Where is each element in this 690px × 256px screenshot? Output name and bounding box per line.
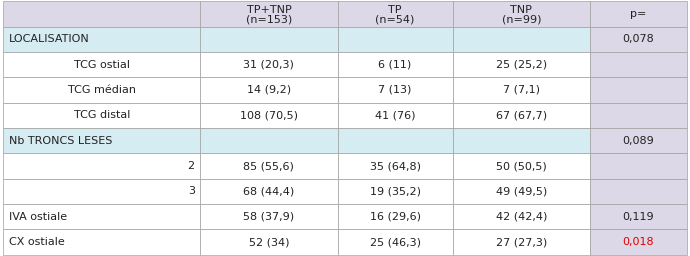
Bar	[200, 1, 337, 27]
Bar	[590, 204, 687, 229]
Bar	[337, 153, 453, 179]
Bar	[337, 77, 453, 103]
Text: 85 (55,6): 85 (55,6)	[244, 161, 295, 171]
Text: 25 (46,3): 25 (46,3)	[370, 237, 421, 247]
Text: TNP: TNP	[511, 5, 532, 15]
Bar	[200, 103, 337, 128]
Bar	[337, 27, 453, 52]
Bar	[337, 204, 453, 229]
Bar	[200, 153, 337, 179]
Text: 14 (9,2): 14 (9,2)	[247, 85, 291, 95]
Bar	[3, 204, 200, 229]
Text: 0,089: 0,089	[622, 136, 654, 146]
Bar	[3, 27, 200, 52]
Bar	[337, 179, 453, 204]
Text: 19 (35,2): 19 (35,2)	[370, 186, 421, 196]
Text: TCG distal: TCG distal	[74, 110, 130, 120]
Text: 3: 3	[188, 186, 195, 196]
Text: 68 (44,4): 68 (44,4)	[244, 186, 295, 196]
Text: (n=99): (n=99)	[502, 14, 541, 24]
Bar	[200, 204, 337, 229]
Text: 0,018: 0,018	[622, 237, 654, 247]
Bar	[337, 229, 453, 255]
Bar	[590, 1, 687, 27]
Text: IVA ostiale: IVA ostiale	[9, 212, 67, 222]
Text: 0,078: 0,078	[622, 34, 654, 44]
Text: 25 (25,2): 25 (25,2)	[496, 60, 547, 70]
Text: 16 (29,6): 16 (29,6)	[370, 212, 421, 222]
Bar	[200, 128, 337, 153]
Text: 35 (64,8): 35 (64,8)	[370, 161, 421, 171]
Bar	[590, 229, 687, 255]
Text: 7 (13): 7 (13)	[378, 85, 412, 95]
Bar	[200, 229, 337, 255]
Bar	[453, 52, 590, 77]
Text: TCG médian: TCG médian	[68, 85, 136, 95]
Bar	[453, 153, 590, 179]
Bar	[3, 52, 200, 77]
Text: 52 (34): 52 (34)	[248, 237, 289, 247]
Bar	[200, 179, 337, 204]
Text: 67 (67,7): 67 (67,7)	[496, 110, 547, 120]
Text: 2: 2	[188, 161, 195, 171]
Bar	[590, 52, 687, 77]
Bar	[3, 103, 200, 128]
Bar	[3, 1, 200, 27]
Text: 50 (50,5): 50 (50,5)	[496, 161, 546, 171]
Bar	[337, 128, 453, 153]
Bar	[590, 103, 687, 128]
Text: 0,119: 0,119	[622, 212, 654, 222]
Bar	[453, 77, 590, 103]
Bar	[3, 179, 200, 204]
Bar	[3, 77, 200, 103]
Bar	[337, 52, 453, 77]
Bar	[590, 179, 687, 204]
Text: LOCALISATION: LOCALISATION	[9, 34, 90, 44]
Bar	[200, 27, 337, 52]
Bar	[453, 27, 590, 52]
Bar	[590, 77, 687, 103]
Text: 6 (11): 6 (11)	[379, 60, 412, 70]
Bar	[3, 153, 200, 179]
Text: (n=153): (n=153)	[246, 14, 292, 24]
Text: CX ostiale: CX ostiale	[9, 237, 65, 247]
Text: 31 (20,3): 31 (20,3)	[244, 60, 295, 70]
Text: 42 (42,4): 42 (42,4)	[495, 212, 547, 222]
Text: p=: p=	[630, 9, 647, 19]
Bar	[337, 1, 453, 27]
Text: 58 (37,9): 58 (37,9)	[244, 212, 295, 222]
Bar	[453, 103, 590, 128]
Bar	[453, 204, 590, 229]
Text: 27 (27,3): 27 (27,3)	[495, 237, 547, 247]
Bar	[590, 128, 687, 153]
Bar	[3, 229, 200, 255]
Text: 49 (49,5): 49 (49,5)	[495, 186, 547, 196]
Text: Nb TRONCS LESES: Nb TRONCS LESES	[9, 136, 112, 146]
Bar	[453, 179, 590, 204]
Bar	[590, 153, 687, 179]
Bar	[453, 229, 590, 255]
Bar	[590, 27, 687, 52]
Text: 7 (7,1): 7 (7,1)	[503, 85, 540, 95]
Text: TCG ostial: TCG ostial	[74, 60, 130, 70]
Bar	[3, 128, 200, 153]
Text: (n=54): (n=54)	[375, 14, 415, 24]
Bar	[453, 128, 590, 153]
Text: 41 (76): 41 (76)	[375, 110, 415, 120]
Bar	[200, 52, 337, 77]
Bar	[337, 103, 453, 128]
Bar	[200, 77, 337, 103]
Text: TP: TP	[388, 5, 402, 15]
Text: 108 (70,5): 108 (70,5)	[240, 110, 298, 120]
Text: TP+TNP: TP+TNP	[246, 5, 291, 15]
Bar	[453, 1, 590, 27]
